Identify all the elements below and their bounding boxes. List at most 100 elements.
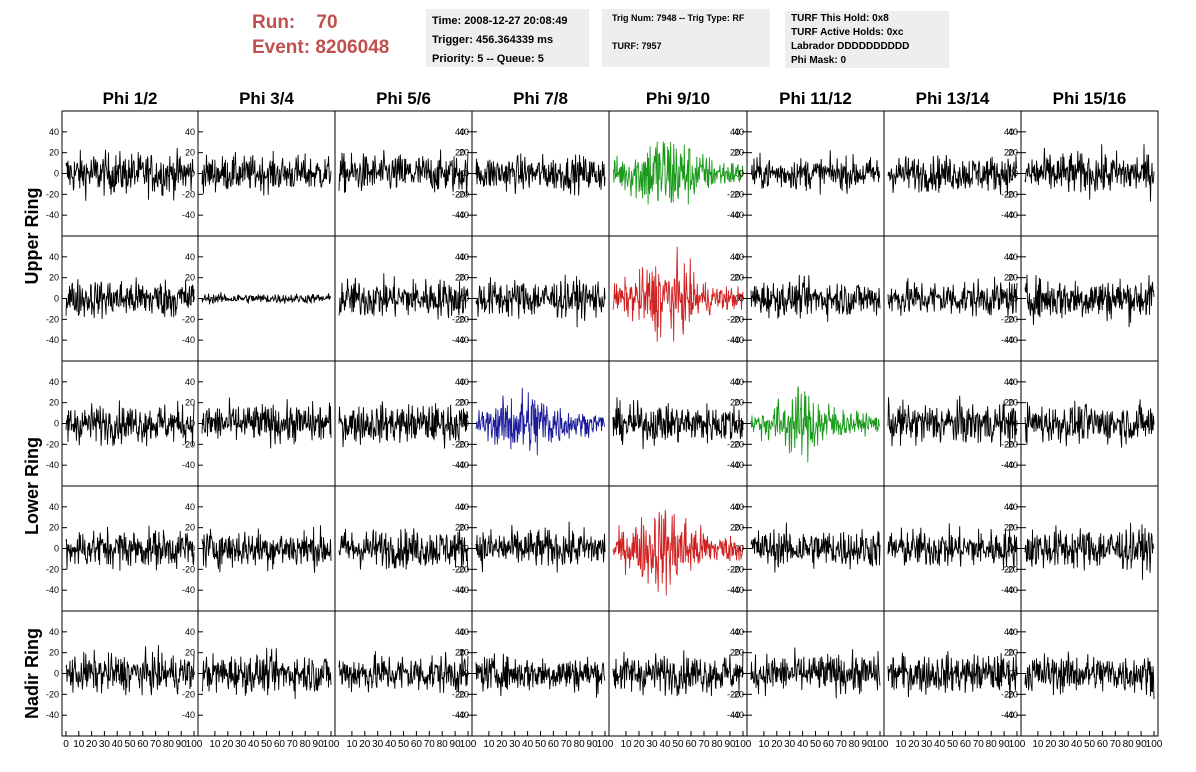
y-tick-label-r2-c6-4: 40 (734, 252, 744, 262)
y-tick-label-r5-c8-2: 0 (1013, 669, 1018, 679)
y-tick-label-r1-c5-2: 0 (735, 169, 740, 179)
y-tick-label-r5-c4-4: 40 (459, 627, 469, 637)
x-tick-label-c1-1: 10 (73, 739, 85, 750)
waveform-trace-r5-c8 (1024, 651, 1155, 700)
y-tick-label-r4-c3-1: -20 (452, 564, 465, 574)
y-tick-label-r2-c7-0: -40 (1001, 335, 1014, 345)
x-tick-label-c2-5: 50 (261, 739, 273, 750)
waveform-trace-r2-c2 (201, 291, 332, 305)
y-tick-label-r1-c2-1: -20 (182, 189, 195, 199)
y-tick-label-r3-c2-1: -20 (182, 439, 195, 449)
x-tick-label-c4-1: 10 (483, 739, 495, 750)
y-tick-label-r1-c2-3: 20 (185, 148, 195, 158)
y-tick-label-r5-c3-1: -20 (452, 689, 465, 699)
x-tick-label-c5-1: 10 (620, 739, 632, 750)
y-tick-label-r1-c3-1: -20 (452, 189, 465, 199)
y-tick-label-r1-c1-4: 40 (49, 127, 59, 137)
y-tick-label-r1-c3-0: -40 (452, 210, 465, 220)
column-header-3: Phi 5/6 (376, 89, 431, 108)
y-tick-label-r3-c3-4: 40 (455, 377, 465, 387)
y-tick-label-r1-c8-2: 0 (1013, 169, 1018, 179)
x-tick-label-c1-9: 90 (176, 739, 188, 750)
waveform-trace-r4-c8 (1024, 522, 1155, 580)
x-tick-label-c8-6: 60 (1097, 739, 1109, 750)
y-tick-label-r1-c4-4: 40 (459, 127, 469, 137)
run-event-block: Run: 70 Event: 8206048 (252, 10, 422, 60)
x-tick-label-c3-2: 20 (359, 739, 371, 750)
x-tick-label-c4-10: 100 (597, 739, 614, 750)
y-tick-label-r4-c6-2: 0 (739, 544, 744, 554)
y-tick-label-r5-c8-4: 40 (1008, 627, 1018, 637)
x-tick-label-c7-1: 10 (895, 739, 907, 750)
waveform-trace-r4-c2 (201, 525, 332, 573)
y-tick-label-r4-c4-2: 0 (464, 544, 469, 554)
x-tick-label-c1-6: 60 (137, 739, 149, 750)
y-tick-label-r3-c3-3: 20 (455, 398, 465, 408)
x-tick-label-c2-7: 70 (287, 739, 299, 750)
y-tick-label-r1-c6-0: -40 (731, 210, 744, 220)
x-tick-label-c2-4: 40 (248, 739, 260, 750)
y-tick-label-r1-c1-0: -40 (46, 210, 59, 220)
y-tick-label-r4-c7-0: -40 (1001, 585, 1014, 595)
time-info-box: Time: 2008-12-27 20:08:49 Trigger: 456.3… (426, 9, 589, 67)
y-tick-label-r2-c4-0: -40 (456, 335, 469, 345)
x-tick-label-c6-10: 100 (872, 739, 889, 750)
y-tick-label-r3-c6-4: 40 (734, 377, 744, 387)
y-tick-label-r2-c1-3: 20 (49, 273, 59, 283)
y-tick-label-r4-c1-2: 0 (54, 544, 59, 554)
y-tick-label-r5-c5-4: 40 (730, 627, 740, 637)
y-tick-label-r5-c3-0: -40 (452, 710, 465, 720)
y-tick-label-r2-c4-3: 20 (459, 273, 469, 283)
y-tick-label-r3-c7-4: 40 (1004, 377, 1014, 387)
y-tick-label-r1-c3-3: 20 (455, 148, 465, 158)
waveform-trace-r1-c3 (338, 149, 469, 196)
y-tick-label-r3-c5-2: 0 (735, 419, 740, 429)
waveform-trace-r4-c1 (65, 525, 195, 571)
waveform-trace-r3-c6 (750, 386, 881, 463)
y-tick-label-r1-c4-2: 0 (464, 169, 469, 179)
column-header-7: Phi 13/14 (916, 89, 990, 108)
x-tick-label-c5-5: 50 (672, 739, 684, 750)
x-tick-label-c6-3: 30 (784, 739, 796, 750)
y-tick-label-r2-c8-0: -40 (1005, 335, 1018, 345)
y-tick-label-r3-c1-4: 40 (49, 377, 59, 387)
panel-frame-r3-c4 (471, 360, 610, 487)
y-tick-label-r3-c2-4: 40 (185, 377, 195, 387)
y-tick-label-r1-c2-4: 40 (185, 127, 195, 137)
x-tick-label-c8-3: 30 (1058, 739, 1070, 750)
event-line: Event: 8206048 (252, 35, 422, 60)
y-tick-label-r5-c6-3: 20 (734, 648, 744, 658)
x-tick-label-c7-9: 90 (999, 739, 1011, 750)
column-header-5: Phi 9/10 (646, 89, 710, 108)
y-tick-label-r5-c4-2: 0 (464, 669, 469, 679)
column-header-1: Phi 1/2 (103, 89, 158, 108)
x-tick-label-c6-9: 90 (862, 739, 874, 750)
y-tick-label-r5-c1-4: 40 (49, 627, 59, 637)
y-tick-label-r5-c2-2: 0 (190, 669, 195, 679)
y-tick-label-r5-c1-0: -40 (46, 710, 59, 720)
x-tick-label-c2-1: 10 (209, 739, 221, 750)
waveform-trace-r3-c4 (475, 387, 606, 456)
y-tick-label-r2-c6-3: 20 (734, 273, 744, 283)
y-tick-label-r1-c2-0: -40 (182, 210, 195, 220)
x-tick-label-c8-10: 100 (1146, 739, 1163, 750)
x-tick-label-c4-5: 50 (535, 739, 547, 750)
x-tick-label-c8-1: 10 (1032, 739, 1044, 750)
waveform-trace-r2-c3 (338, 273, 469, 320)
y-tick-label-r3-c4-0: -40 (456, 460, 469, 470)
y-tick-label-r4-c4-0: -40 (456, 585, 469, 595)
waveform-trace-r2-c7 (887, 276, 1018, 317)
waveform-trace-r3-c2 (201, 397, 332, 449)
x-tick-label-c4-7: 70 (561, 739, 573, 750)
waveform-trace-r1-c6 (750, 150, 881, 195)
x-tick-label-c6-6: 60 (823, 739, 835, 750)
y-tick-label-r1-c6-2: 0 (739, 169, 744, 179)
x-tick-label-c1-2: 20 (86, 739, 98, 750)
x-tick-label-c7-10: 100 (1009, 739, 1026, 750)
y-tick-label-r1-c8-3: 20 (1008, 148, 1018, 158)
y-tick-label-r1-c5-3: 20 (730, 148, 740, 158)
y-tick-label-r5-c6-4: 40 (734, 627, 744, 637)
waveform-trace-r4-c7 (887, 523, 1018, 570)
waveform-trace-r5-c7 (887, 651, 1018, 699)
time-text: Time: 2008-12-27 20:08:49 (432, 15, 568, 27)
